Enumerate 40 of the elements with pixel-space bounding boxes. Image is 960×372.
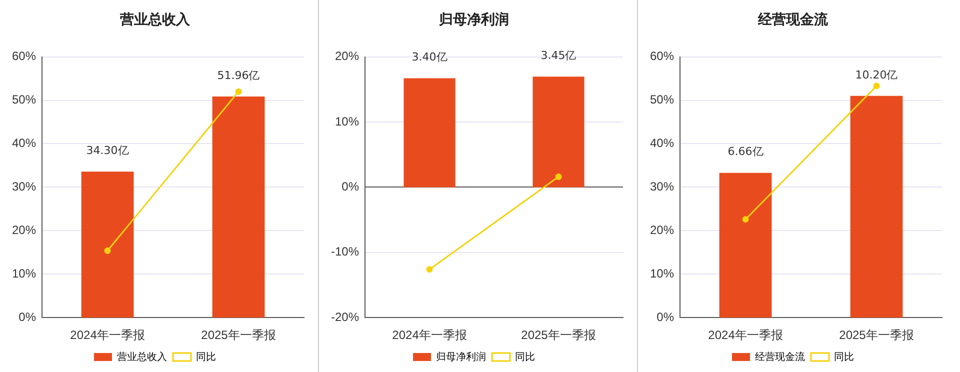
legend-label: 经营现金流 xyxy=(755,350,805,363)
y-tick-label: 40% xyxy=(650,136,674,150)
data-label: 10.20亿 xyxy=(855,68,898,82)
chart-title: 经营现金流 xyxy=(757,11,829,28)
x-tick-label: 2025年一季报 xyxy=(839,328,914,342)
y-tick-label: -20% xyxy=(331,310,360,324)
legend-label: 同比 xyxy=(196,350,216,363)
x-tick-label: 2024年一季报 xyxy=(70,328,145,342)
y-tick-label: 30% xyxy=(650,180,674,194)
y-tick-label: 10% xyxy=(12,266,36,280)
legend-label: 同比 xyxy=(834,350,854,363)
y-tick-label: 20% xyxy=(12,222,36,237)
y-tick-label: -10% xyxy=(331,244,360,259)
y-tick-label: 30% xyxy=(12,180,36,194)
x-tick-label: 2024年一季报 xyxy=(708,328,783,342)
y-tick-label: 20% xyxy=(650,222,674,237)
y-tick-label: 10% xyxy=(650,266,674,280)
y-tick-label: 0% xyxy=(342,180,360,194)
data-label: 34.30亿 xyxy=(86,144,129,158)
chart-title: 归母净利润 xyxy=(438,11,509,28)
y-tick-label: 50% xyxy=(12,92,36,107)
x-tick-label: 2025年一季报 xyxy=(521,328,596,342)
data-label: 3.45亿 xyxy=(540,49,576,62)
legend-label: 同比 xyxy=(515,350,535,363)
y-tick-label: 10% xyxy=(334,114,360,128)
y-tick-label: 40% xyxy=(12,136,36,150)
y-tick-label: 60% xyxy=(650,49,674,64)
legend-label: 归母净利润 xyxy=(436,350,486,363)
data-label: 3.40亿 xyxy=(412,50,448,64)
legend-label: 营业总收入 xyxy=(117,350,167,363)
y-tick-label: 0% xyxy=(18,310,36,324)
chart-title: 营业总收入 xyxy=(119,12,191,28)
y-tick-label: 50% xyxy=(650,92,674,107)
data-label: 51.96亿 xyxy=(217,68,260,82)
x-tick-label: 2024年一季报 xyxy=(392,328,467,342)
x-tick-label: 2025年一季报 xyxy=(201,328,276,342)
data-label: 6.66亿 xyxy=(728,145,764,158)
y-tick-label: 60% xyxy=(12,49,36,64)
y-tick-label: 0% xyxy=(656,310,674,324)
y-tick-label: 20% xyxy=(334,49,360,64)
